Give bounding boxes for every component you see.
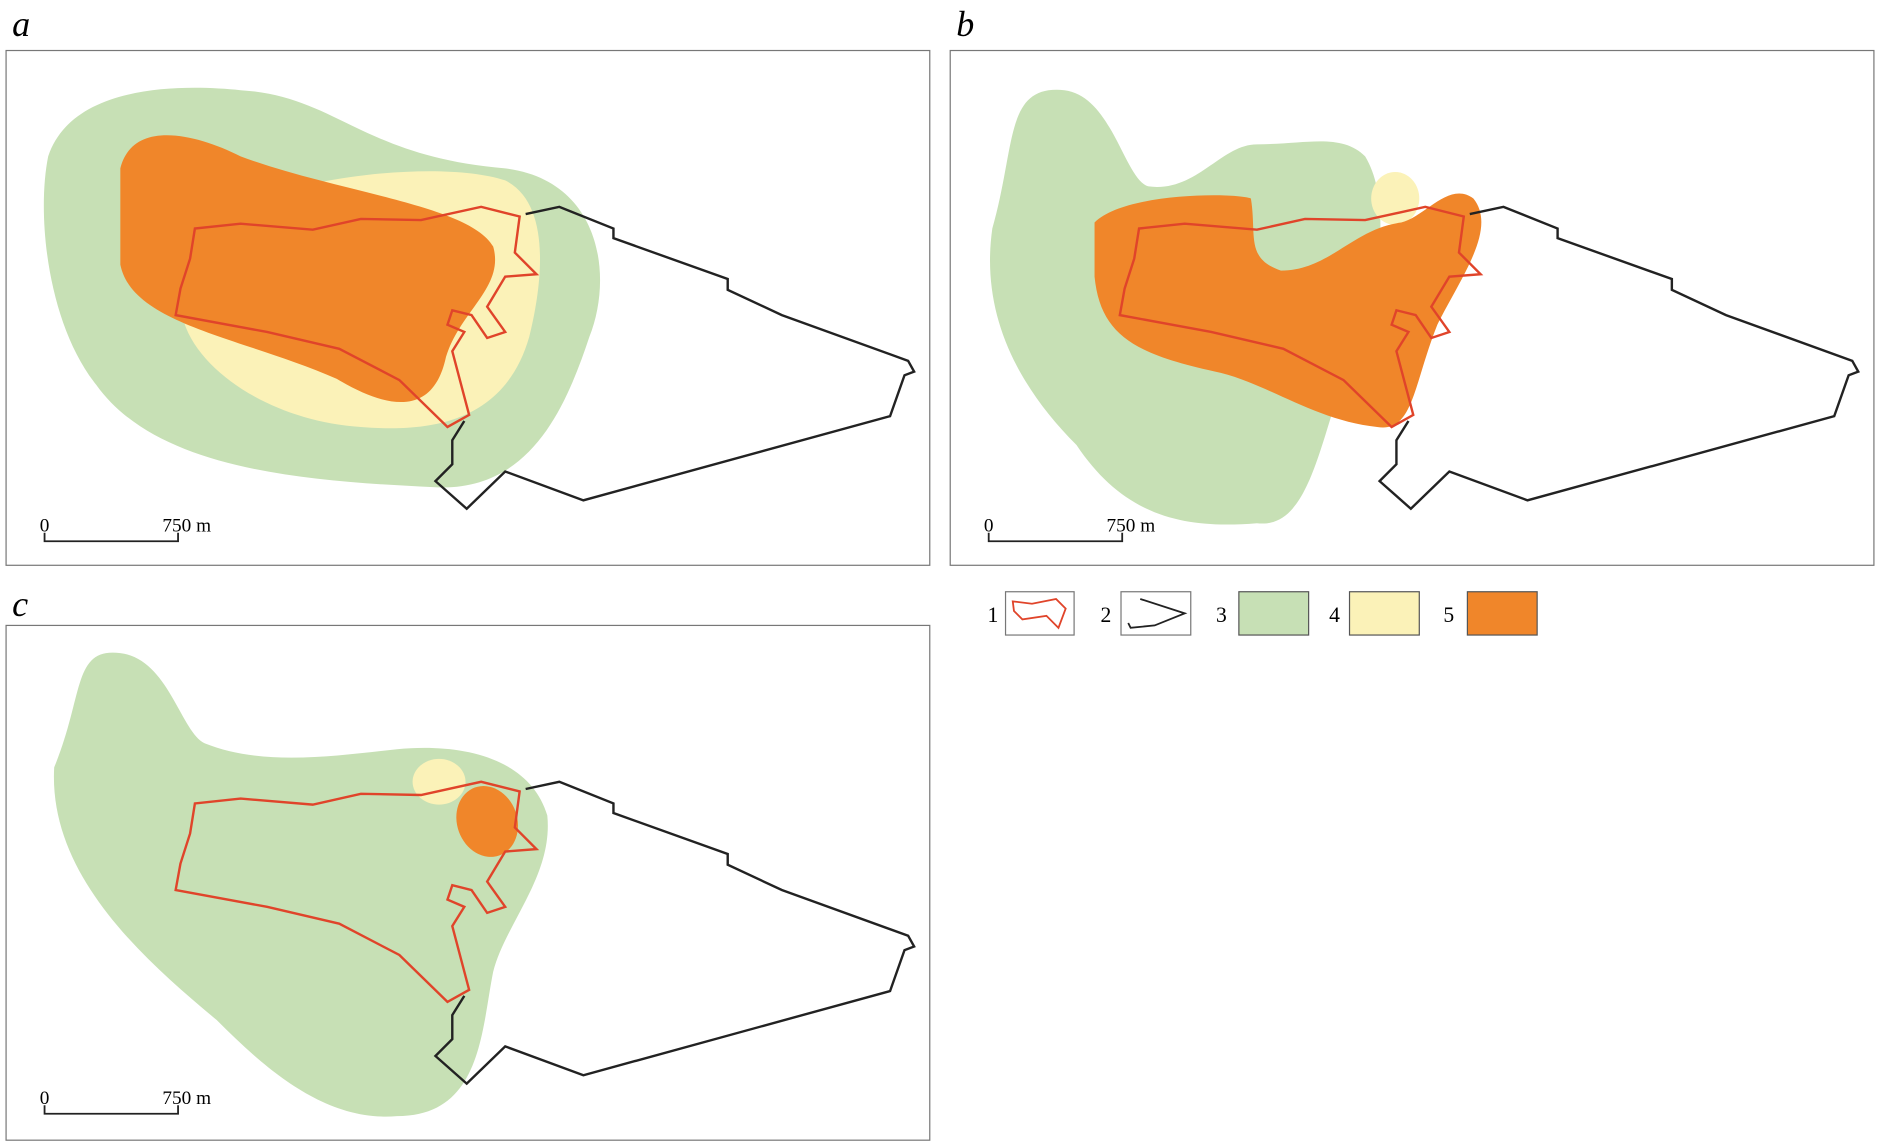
legend-label: 4 <box>1329 603 1340 627</box>
scale-end: 750 m <box>162 1088 211 1109</box>
legend-swatch <box>1120 591 1192 636</box>
scale-bar <box>43 532 179 543</box>
zone-4 <box>412 758 466 805</box>
scale-start: 0 <box>40 1088 50 1109</box>
legend-label: 2 <box>1101 603 1112 627</box>
panel-b: b 0 750 m <box>949 4 1875 566</box>
zone-5 <box>120 135 496 403</box>
zone-3 <box>53 652 548 1117</box>
legend-label: 3 <box>1216 603 1227 627</box>
panel-c: c 0 750 m <box>5 584 931 1141</box>
legend-swatch <box>1466 591 1538 636</box>
legend: 1 2 3 4 5 <box>988 591 1538 636</box>
zone-5 <box>1094 193 1482 428</box>
legend-label: 5 <box>1443 603 1454 627</box>
scale-end: 750 m <box>162 516 211 537</box>
legend-boundary <box>1127 598 1188 629</box>
legend-route <box>1011 597 1067 630</box>
scale-bar <box>987 532 1124 543</box>
legend-swatch <box>1238 591 1310 636</box>
scale-bar <box>43 1105 179 1115</box>
scale-start: 0 <box>40 516 50 537</box>
panel-a: a 0 750 m <box>5 4 931 566</box>
panel-label: b <box>956 4 974 44</box>
legend-label: 1 <box>988 603 999 627</box>
panel-label: a <box>12 4 30 44</box>
scale-start: 0 <box>984 516 994 537</box>
panel-label: c <box>12 584 28 624</box>
legend-swatch <box>1348 591 1420 636</box>
scale-end: 750 m <box>1107 516 1156 537</box>
zone-5 <box>456 786 518 857</box>
